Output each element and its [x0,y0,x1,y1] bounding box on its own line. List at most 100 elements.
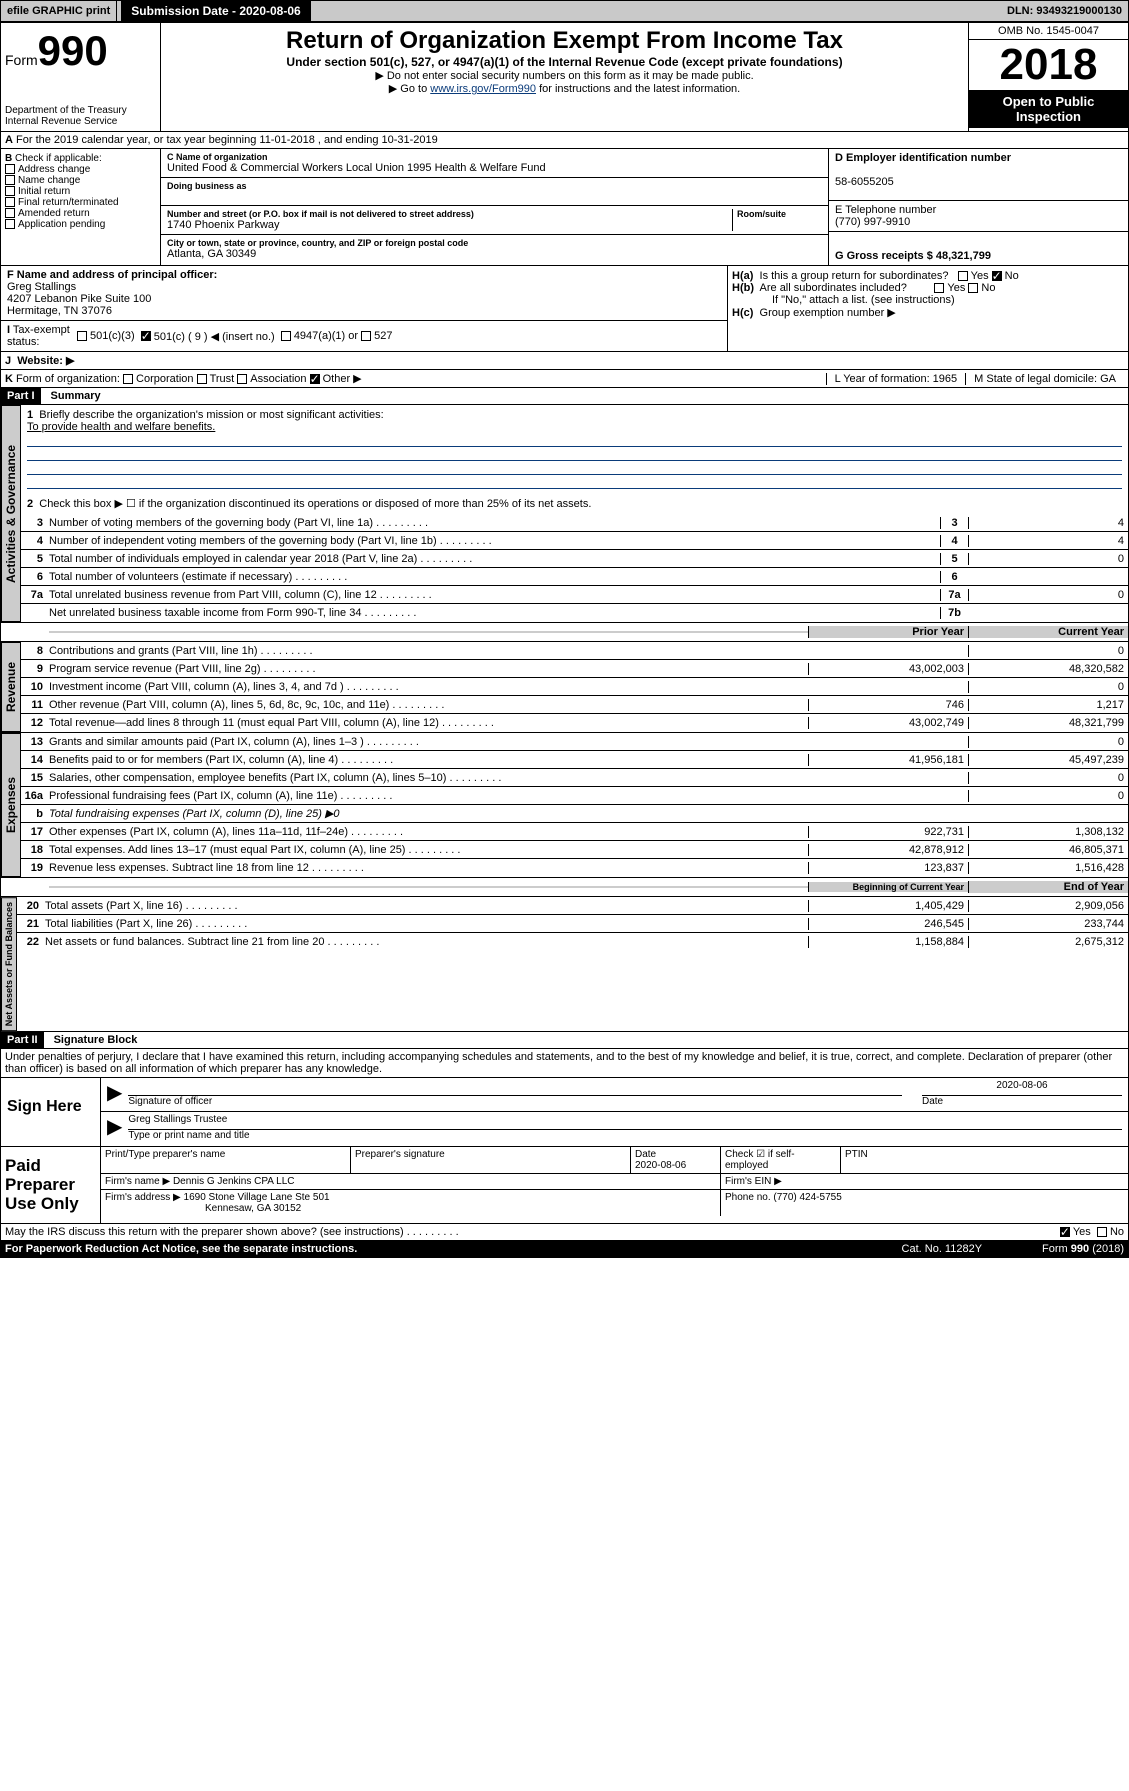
b-label: Check if applicable: [15,153,102,164]
col-h: H(a) Is this a group return for subordin… [728,266,1128,351]
officer-name: Greg Stallings [7,281,721,293]
blank-t [49,631,808,633]
rule-line [27,447,1122,461]
block-f-h: F Name and address of principal officer:… [0,266,1129,352]
netasset-lines: 20Total assets (Part X, line 16)1,405,42… [17,897,1128,1031]
cb-4947[interactable] [281,331,291,341]
cb-ha-yes[interactable] [958,271,968,281]
b-pending: Application pending [18,219,105,230]
cb-assoc[interactable] [237,374,247,384]
l-label: L Year of formation: 1965 [826,373,966,385]
summary-lines: 3Number of voting members of the governi… [21,514,1128,622]
k-label: Form of organization: [16,373,120,385]
i-label: Tax-exempt status: [7,324,70,348]
opt-527: 527 [374,330,392,342]
cb-501c[interactable] [141,331,151,341]
open-to-public: Open to Public Inspection [969,90,1128,128]
sig-name-label: Type or print name and title [128,1130,1122,1141]
current-year-hdr: Current Year [968,626,1128,638]
opt-501c: 501(c) ( 9 ) ◀ (insert no.) [154,330,275,343]
cb-discuss-no[interactable] [1097,1227,1107,1237]
part2-hdr: Part II [1,1032,44,1048]
table-row: 19Revenue less expenses. Subtract line 1… [21,859,1128,877]
header-mid: Return of Organization Exempt From Incom… [161,23,968,131]
cb-initial-return[interactable] [5,186,15,196]
paid-label: Paid Preparer Use Only [1,1147,101,1223]
sec-governance: Activities & Governance 1 Briefly descri… [0,405,1129,623]
discuss-no: No [1110,1226,1124,1238]
addr: 1740 Phoenix Parkway [167,219,732,231]
table-row: 17Other expenses (Part IX, column (A), l… [21,823,1128,841]
table-row: 18Total expenses. Add lines 13–17 (must … [21,841,1128,859]
p-h4: Check ☑ if self-employed [721,1147,841,1174]
cell-dba: Doing business as [161,178,828,206]
sig-name: Greg Stallings Trustee [128,1114,1122,1130]
vtab-revenue: Revenue [1,642,21,732]
irs-link[interactable]: www.irs.gov/Form990 [430,83,536,95]
firm-addr1: 1690 Stone Village Lane Ste 501 [184,1192,330,1203]
q2: Check this box ▶ ☐ if the organization d… [39,498,591,510]
cb-pending[interactable] [5,219,15,229]
cb-final-return[interactable] [5,197,15,207]
blank-t [49,886,808,888]
a-prefix: A [5,134,13,146]
hb-no: No [981,282,995,294]
sec-revenue: Revenue 8Contributions and grants (Part … [0,642,1129,733]
opt-trust: Trust [210,373,235,385]
col-d: D Employer identification number 58-6055… [828,149,1128,265]
sec-netassets: Net Assets or Fund Balances 20Total asse… [0,897,1129,1032]
col-b: B Check if applicable: Address change Na… [1,149,161,265]
cb-501c3[interactable] [77,331,87,341]
cb-trust[interactable] [197,374,207,384]
discuss-row: May the IRS discuss this return with the… [0,1224,1129,1241]
discuss-yes: Yes [1073,1226,1091,1238]
cb-name-change[interactable] [5,175,15,185]
tax-year: 2018 [969,40,1128,90]
vtab-netassets: Net Assets or Fund Balances [1,897,17,1031]
cb-ha-no[interactable] [992,271,1002,281]
name-label: C Name of organization [167,152,822,162]
cb-corp[interactable] [123,374,133,384]
part1-hdr: Part I [1,388,41,404]
table-row: 9Program service revenue (Part VIII, lin… [21,660,1128,678]
officer-addr1: 4207 Lebanon Pike Suite 100 [7,293,721,305]
rule-line [27,433,1122,447]
ha-text: Is this a group return for subordinates? [760,270,949,282]
table-row: 15Salaries, other compensation, employee… [21,769,1128,787]
opt-4947: 4947(a)(1) or [294,330,358,342]
firm-addr-label: Firm's address ▶ [105,1192,181,1203]
b-prefix: B [5,153,12,164]
cell-addr: Number and street (or P.O. box if mail i… [161,206,828,235]
cb-hb-yes[interactable] [934,283,944,293]
cell-phone: E Telephone number (770) 997-9910 [829,201,1128,232]
cb-hb-no[interactable] [968,283,978,293]
table-row: Net unrelated business taxable income fr… [21,604,1128,622]
part1-title: Summary [41,388,111,404]
b-address-change: Address change [18,164,90,175]
cb-amended[interactable] [5,208,15,218]
cb-other[interactable] [310,374,320,384]
arrow-icon: ▶ [107,1114,122,1144]
firm-addr2: Kennesaw, GA 30152 [205,1203,301,1214]
prior-year-hdr: Prior Year [808,626,968,638]
table-row: 13Grants and similar amounts paid (Part … [21,733,1128,751]
m-label: M State of legal domicile: GA [965,373,1124,385]
table-row: 7aTotal unrelated business revenue from … [21,586,1128,604]
table-row: 4Number of independent voting members of… [21,532,1128,550]
hb-yes: Yes [947,282,965,294]
form-word: Form [5,52,38,68]
vtab-governance: Activities & Governance [1,405,21,622]
table-row: 22Net assets or fund balances. Subtract … [17,933,1128,951]
part2-header: Part II Signature Block [0,1032,1129,1049]
cb-address-change[interactable] [5,164,15,174]
top-bar: efile GRAPHIC print Submission Date - 20… [0,0,1129,22]
cb-discuss-yes[interactable] [1060,1227,1070,1237]
officer-addr2: Hermitage, TN 37076 [7,305,721,317]
p-h5: PTIN [841,1147,1128,1174]
city-label: City or town, state or province, country… [167,238,822,248]
opt-other: Other ▶ [323,372,362,385]
table-row: 8Contributions and grants (Part VIII, li… [21,642,1128,660]
table-row: 16aProfessional fundraising fees (Part I… [21,787,1128,805]
b-amended: Amended return [18,208,90,219]
cb-527[interactable] [361,331,371,341]
